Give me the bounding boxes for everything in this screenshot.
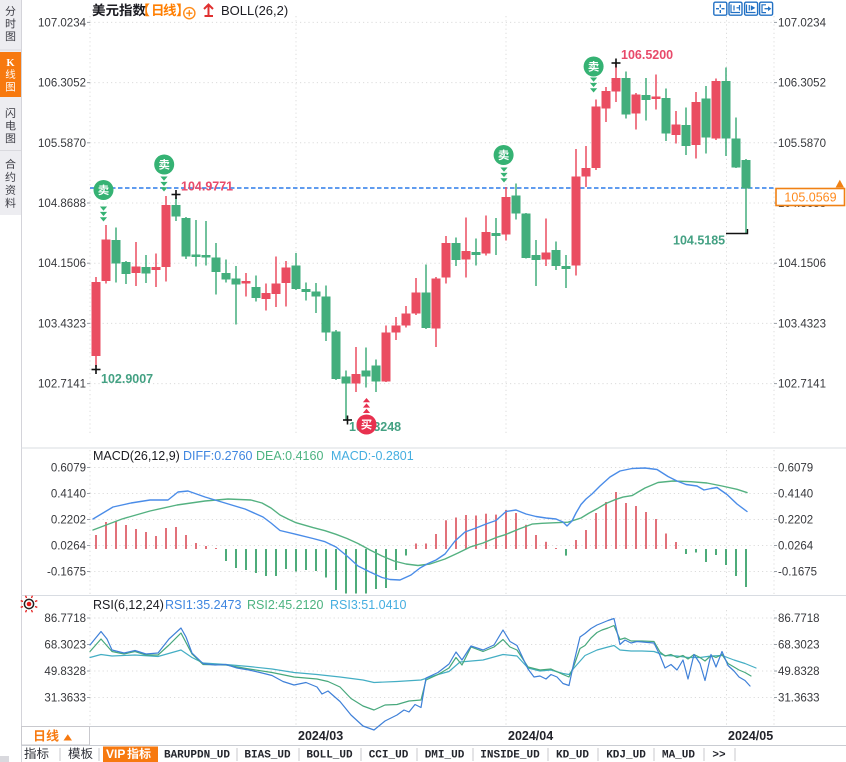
- svg-text:86.7718: 86.7718: [44, 613, 86, 625]
- svg-text:-0.1675: -0.1675: [47, 567, 86, 579]
- svg-text:0.2202: 0.2202: [778, 515, 813, 527]
- svg-text:K: K: [6, 58, 15, 69]
- svg-text:2024/04: 2024/04: [508, 729, 553, 743]
- svg-text:0.2202: 0.2202: [51, 515, 86, 527]
- svg-text:RSI3:51.0410: RSI3:51.0410: [330, 598, 406, 612]
- svg-text:DMI_UD: DMI_UD: [425, 750, 465, 762]
- svg-text:86.7718: 86.7718: [778, 613, 820, 625]
- svg-text:BOLL(26,2): BOLL(26,2): [221, 3, 288, 18]
- svg-text:49.8328: 49.8328: [44, 666, 86, 678]
- svg-text:MACD(26,12,9): MACD(26,12,9): [93, 449, 180, 463]
- svg-text:0.4140: 0.4140: [778, 489, 813, 501]
- svg-text:106.5200: 106.5200: [621, 48, 673, 62]
- svg-text:-0.1675: -0.1675: [778, 567, 817, 579]
- svg-text:MA_UD: MA_UD: [662, 750, 695, 762]
- svg-text:RSI(6,12,24): RSI(6,12,24): [93, 598, 164, 612]
- svg-text:2024/05: 2024/05: [728, 729, 773, 743]
- svg-text:105.0569: 105.0569: [784, 191, 836, 205]
- svg-text:BARUPDN_UD: BARUPDN_UD: [164, 750, 230, 762]
- svg-text:68.3023: 68.3023: [778, 640, 820, 652]
- svg-text:104.1506: 104.1506: [778, 258, 826, 270]
- svg-text:102.9007: 102.9007: [101, 372, 153, 386]
- svg-text:BOLL_UD: BOLL_UD: [306, 750, 353, 762]
- svg-text:103.4323: 103.4323: [38, 318, 86, 330]
- svg-text:49.8328: 49.8328: [778, 666, 820, 678]
- svg-text:MACD:-0.2801: MACD:-0.2801: [331, 449, 414, 463]
- svg-text:BIAS_UD: BIAS_UD: [244, 750, 291, 762]
- svg-text:104.1506: 104.1506: [38, 258, 86, 270]
- svg-text:0.0264: 0.0264: [51, 541, 87, 553]
- svg-text:INSIDE_UD: INSIDE_UD: [480, 750, 540, 762]
- svg-text:105.5870: 105.5870: [38, 138, 86, 150]
- svg-text:>>: >>: [712, 750, 726, 762]
- svg-text:2024/03: 2024/03: [298, 729, 343, 743]
- svg-text:CCI_UD: CCI_UD: [369, 750, 409, 762]
- svg-text:105.5870: 105.5870: [778, 138, 826, 150]
- svg-text:0.0264: 0.0264: [778, 541, 814, 553]
- svg-text:107.0234: 107.0234: [778, 17, 827, 29]
- svg-text:102.7141: 102.7141: [38, 379, 86, 391]
- svg-text:0.6079: 0.6079: [51, 463, 86, 475]
- svg-text:RSI2:45.2120: RSI2:45.2120: [247, 598, 323, 612]
- svg-text:106.3052: 106.3052: [38, 78, 86, 90]
- svg-text:106.3052: 106.3052: [778, 78, 826, 90]
- svg-text:KD_UD: KD_UD: [556, 750, 589, 762]
- svg-text:RSI1:35.2473: RSI1:35.2473: [165, 598, 241, 612]
- svg-text:KDJ_UD: KDJ_UD: [606, 750, 646, 762]
- svg-text:102.7141: 102.7141: [778, 379, 826, 391]
- svg-text:31.3633: 31.3633: [778, 693, 820, 705]
- svg-text:104.9771: 104.9771: [181, 180, 233, 194]
- svg-text:68.3023: 68.3023: [44, 640, 86, 652]
- svg-text:104.5185: 104.5185: [673, 234, 725, 248]
- svg-text:0.4140: 0.4140: [51, 489, 86, 501]
- svg-text:31.3633: 31.3633: [44, 693, 86, 705]
- svg-text:0.6079: 0.6079: [778, 463, 813, 475]
- svg-text:104.8688: 104.8688: [38, 198, 86, 210]
- svg-text:107.0234: 107.0234: [38, 17, 87, 29]
- svg-text:103.4323: 103.4323: [778, 318, 826, 330]
- svg-text:DEA:0.4160: DEA:0.4160: [256, 449, 323, 463]
- svg-text:DIFF:0.2760: DIFF:0.2760: [183, 449, 253, 463]
- svg-text:VIP: VIP: [106, 747, 125, 761]
